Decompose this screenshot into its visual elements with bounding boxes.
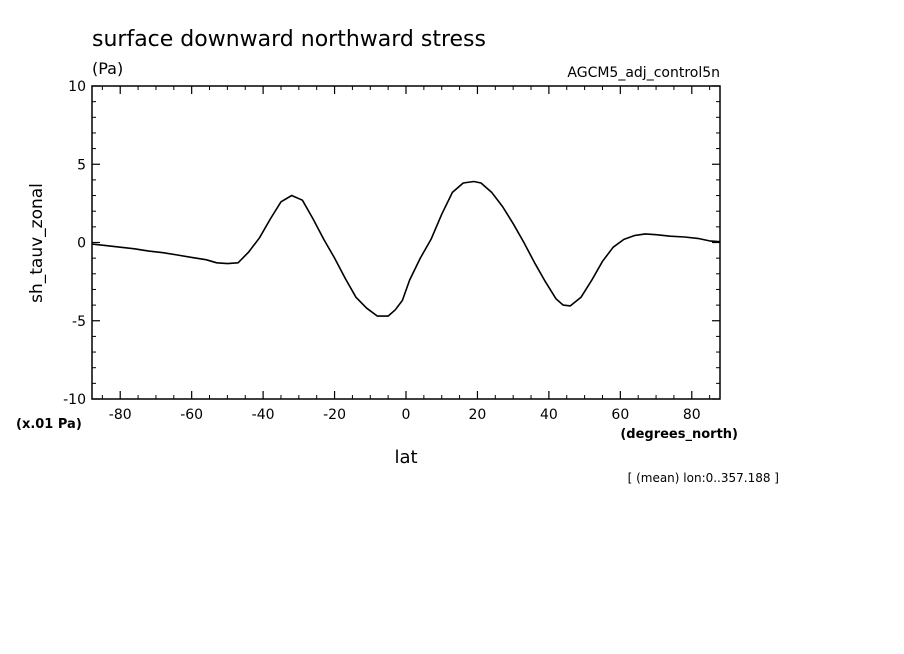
x-tick-label: 0 [402,407,411,423]
x-tick-label: -60 [180,407,203,423]
chart-title: surface downward northward stress [92,27,486,52]
chart-units: (Pa) [92,59,123,78]
y-tick-label: -5 [72,314,86,330]
y-scale-note: (x.01 Pa) [16,417,82,432]
plot-frame [91,85,721,400]
x-tick-label: 60 [611,407,629,423]
x-tick-label: -80 [109,407,132,423]
y-tick-labels: -10 -5 0 5 10 [63,79,86,408]
x-tick-label: 40 [540,407,558,423]
x-tick-label: 80 [683,407,701,423]
footnote: [ (mean) lon:0..357.188 ] [628,471,779,485]
y-tick-label: -10 [63,392,86,408]
y-tick-label: 10 [68,79,86,95]
series-line [91,180,721,317]
x-axis-label: lat [394,447,417,468]
y-tick-label: 5 [77,157,86,173]
x-tick-label: -40 [252,407,275,423]
dataset-label: AGCM5_adj_control5n [567,65,720,81]
x-axis-units: (degrees_north) [620,427,738,442]
x-tick-labels: -80 -60 -40 -20 0 20 40 60 80 [109,407,701,423]
x-tick-label: 20 [469,407,487,423]
x-tick-label: -20 [323,407,346,423]
y-axis-label: sh_tauv_zonal [27,183,47,303]
y-tick-label: 0 [77,236,86,252]
axis-ticks [92,85,720,400]
